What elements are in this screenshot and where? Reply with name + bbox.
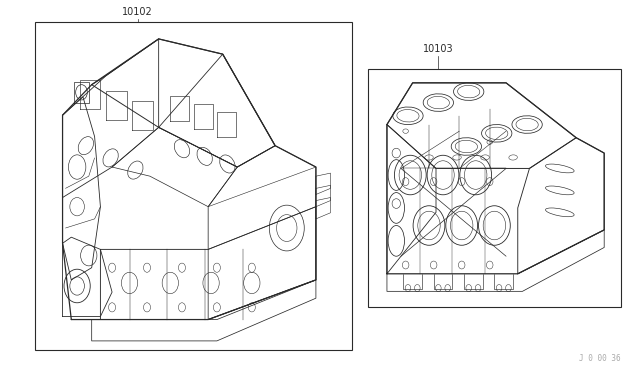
Bar (35, 22, 352, 350)
Text: 10103: 10103 (423, 44, 454, 54)
Text: 10102: 10102 (122, 7, 153, 17)
Bar (368, 69, 621, 307)
Text: J 0 00 36: J 0 00 36 (579, 354, 621, 363)
